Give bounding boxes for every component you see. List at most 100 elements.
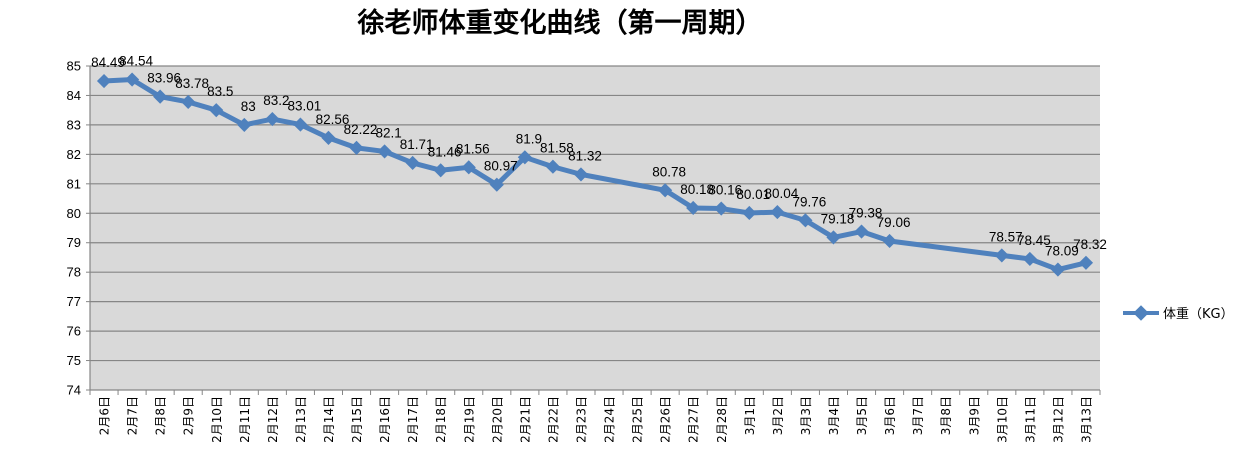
- data-label: 78.57: [989, 229, 1023, 244]
- data-label: 78.32: [1073, 237, 1107, 252]
- chart-title: 徐老师体重变化曲线（第一周期）: [357, 7, 763, 39]
- x-tick-label: 2月16日: [378, 396, 392, 443]
- data-point: [854, 224, 869, 239]
- y-tick-label: 80: [67, 206, 81, 221]
- data-label: 78.45: [1017, 233, 1051, 248]
- y-tick-label: 83: [67, 117, 81, 132]
- x-tick-label: 3月1日: [743, 396, 757, 435]
- data-point: [209, 103, 224, 118]
- data-label: 82.22: [344, 122, 378, 137]
- x-tick-label: 2月17日: [406, 396, 420, 443]
- legend-label: 体重（KG）: [1163, 306, 1234, 322]
- x-tick-label: 3月11日: [1023, 396, 1037, 443]
- y-tick-label: 76: [67, 324, 81, 339]
- data-point: [714, 201, 729, 216]
- y-tick-label: 75: [67, 353, 81, 368]
- x-tick-label: 2月21日: [518, 396, 532, 443]
- data-label: 83.78: [175, 76, 209, 91]
- x-tick-label: 2月14日: [322, 396, 336, 443]
- data-label: 83.96: [147, 71, 181, 86]
- x-tick-label: 2月24日: [603, 396, 617, 443]
- x-tick-label: 3月9日: [967, 396, 981, 435]
- y-tick-label: 84: [67, 88, 81, 103]
- data-point: [545, 159, 560, 174]
- x-tick-label: 2月22日: [546, 396, 560, 443]
- x-axis: 2月6日 2月7日 2月8日 2月9日 2月10日 2月11日 2月12日 2月13日 2月14…: [89, 390, 1101, 443]
- x-tick-label: 2月27日: [687, 396, 701, 443]
- data-label: 82.1: [375, 125, 401, 140]
- data-point: [489, 177, 504, 192]
- data-label: 80.16: [708, 183, 742, 198]
- gridlines: [90, 65, 1100, 391]
- data-label: 83.5: [207, 84, 233, 99]
- x-tick-label: 2月25日: [631, 396, 645, 443]
- data-label: 79.18: [821, 211, 855, 226]
- data-label: 83.2: [263, 93, 289, 108]
- y-tick-label: 82: [67, 147, 81, 162]
- x-tick-label: 3月6日: [883, 396, 897, 435]
- data-label: 84.49: [91, 55, 125, 70]
- y-tick-label: 74: [67, 383, 81, 398]
- data-point: [237, 117, 252, 132]
- x-tick-label: 2月28日: [715, 396, 729, 443]
- x-tick-label: 3月7日: [911, 396, 925, 435]
- x-tick-label: 2月6日: [98, 396, 112, 435]
- data-label: 79.76: [793, 194, 827, 209]
- x-tick-label: 3月4日: [827, 396, 841, 435]
- data-point: [433, 163, 448, 178]
- data-label: 81.58: [540, 141, 574, 156]
- x-tick-label: 2月12日: [266, 396, 280, 443]
- data-point: [321, 130, 336, 145]
- data-label: 80.78: [652, 164, 686, 179]
- data-label: 84.54: [119, 54, 153, 69]
- data-point: [517, 150, 532, 165]
- y-tick-label: 77: [67, 294, 81, 309]
- x-tick-label: 2月9日: [182, 396, 196, 435]
- x-tick-label: 3月13日: [1079, 396, 1093, 443]
- x-tick-label: 3月12日: [1051, 396, 1065, 443]
- data-label: 81.71: [400, 137, 434, 152]
- data-point: [1050, 262, 1065, 277]
- data-point: [1022, 251, 1037, 266]
- data-point: [96, 73, 112, 89]
- legend-marker: [1133, 305, 1149, 321]
- data-label: 78.09: [1045, 244, 1079, 259]
- x-tick-label: 2月15日: [350, 396, 364, 443]
- data-point: [994, 248, 1009, 263]
- x-tick-label: 3月5日: [855, 396, 869, 435]
- x-tick-label: 2月7日: [126, 396, 140, 435]
- data-point: [125, 72, 140, 87]
- data-point: [686, 200, 701, 216]
- x-tick-label: 2月11日: [238, 396, 252, 443]
- y-tick-label: 78: [67, 265, 81, 280]
- x-tick-label: 2月8日: [154, 396, 168, 435]
- x-tick-label: 2月23日: [574, 396, 588, 443]
- data-label: 81.32: [568, 148, 602, 163]
- x-tick-label: 2月19日: [462, 396, 476, 443]
- data-label: 83.01: [288, 99, 322, 114]
- x-tick-label: 3月3日: [799, 396, 813, 435]
- data-label: 79.38: [849, 206, 883, 221]
- legend: 体重（KG）: [1123, 305, 1234, 322]
- x-tick-label: 2月13日: [294, 396, 308, 443]
- data-label: 80.04: [764, 186, 798, 201]
- data-label: 80.97: [484, 159, 518, 174]
- data-label: 81.9: [516, 131, 542, 146]
- x-tick-label: 2月18日: [434, 396, 448, 443]
- x-tick-label: 3月10日: [995, 396, 1009, 443]
- x-tick-label: 3月2日: [771, 396, 785, 435]
- x-tick-label: 3月8日: [939, 396, 953, 435]
- data-point: [798, 213, 813, 228]
- data-label: 82.56: [316, 112, 350, 127]
- y-tick-label: 81: [67, 176, 81, 191]
- data-label: 80.18: [680, 182, 714, 197]
- data-label: 83: [241, 99, 256, 114]
- data-label: 80.01: [736, 187, 770, 202]
- x-tick-label: 2月20日: [490, 396, 504, 443]
- y-tick-label: 79: [67, 235, 81, 250]
- plot-area: [90, 66, 1100, 390]
- data-label: 79.06: [877, 215, 911, 230]
- data-label: 81.46: [428, 144, 462, 159]
- series-weight: [96, 72, 1094, 277]
